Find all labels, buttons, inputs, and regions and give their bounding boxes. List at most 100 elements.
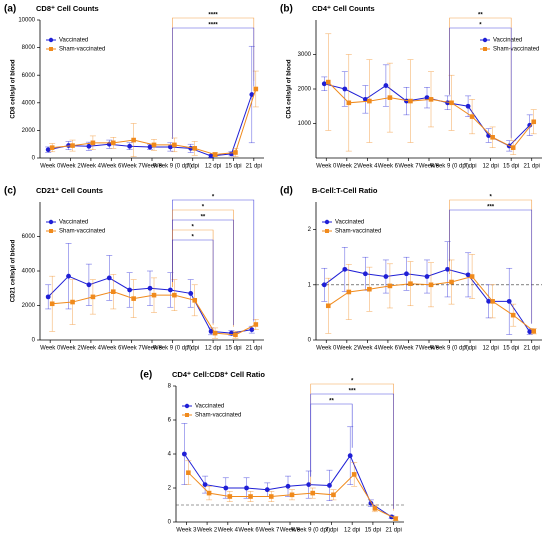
data-point xyxy=(223,485,229,491)
x-tick-label: 12 dpi xyxy=(205,164,221,170)
data-point xyxy=(490,299,495,304)
x-tick-label: 12 dpi xyxy=(344,528,360,534)
x-tick-label: Week 8 xyxy=(280,528,301,534)
data-point xyxy=(387,283,393,289)
y-axis-label: CD4 cells/µl of blood xyxy=(287,59,293,118)
panel-label: (e) xyxy=(140,370,152,381)
data-point xyxy=(424,95,430,101)
data-point xyxy=(167,144,173,150)
data-point xyxy=(249,92,255,97)
legend-label: Sham-vaccinated xyxy=(59,47,105,53)
data-point xyxy=(167,287,173,293)
x-tick-label: Week 4 xyxy=(81,164,102,170)
significance-bracket xyxy=(172,239,214,324)
x-tick-label: Week 9 (0 dpi) xyxy=(153,346,192,352)
y-tick-label: 2000 xyxy=(298,87,312,93)
x-tick-label: Week 8 xyxy=(142,346,163,352)
chart-title: CD21⁺ Cell Counts xyxy=(36,186,103,195)
data-point xyxy=(408,281,413,286)
x-tick-label: Week 9 (0 dpi) xyxy=(291,528,330,534)
significance-label: ** xyxy=(478,13,483,19)
x-tick-label: Week 7 xyxy=(398,164,419,170)
data-point xyxy=(172,292,177,298)
x-tick-label: Week 9 (0 dpi) xyxy=(430,346,469,352)
significance-bracket xyxy=(449,27,512,138)
data-point xyxy=(70,299,75,305)
y-tick-label: 0 xyxy=(168,520,172,526)
y-tick-label: 4000 xyxy=(22,100,36,106)
x-tick-label: Week 6 xyxy=(238,528,259,534)
data-point xyxy=(486,298,492,304)
data-point xyxy=(172,142,177,148)
data-point xyxy=(428,282,434,288)
data-point xyxy=(253,86,259,92)
data-point xyxy=(181,451,187,457)
data-point xyxy=(346,100,352,106)
data-point xyxy=(186,470,191,475)
chart-panel: (b) CD4⁺ Cell Counts CD4 cells/µl of blood… xyxy=(280,4,542,170)
data-point xyxy=(244,485,249,491)
x-tick-label: 15 dpi xyxy=(225,346,241,352)
legend-label: Vaccinated xyxy=(195,404,224,410)
data-point xyxy=(531,119,537,125)
legend-label: Vaccinated xyxy=(493,38,522,44)
x-tick-label: Week 2 xyxy=(60,164,81,170)
data-point xyxy=(367,98,372,104)
x-tick-label: Week 7 xyxy=(398,346,419,352)
data-point xyxy=(387,95,393,100)
y-tick-label: 2000 xyxy=(22,303,36,309)
data-point xyxy=(367,286,372,292)
data-point xyxy=(285,483,291,489)
x-tick-label: 7 dpi xyxy=(464,346,477,352)
data-point xyxy=(404,271,409,277)
significance-label: * xyxy=(212,195,215,201)
data-point xyxy=(306,482,312,487)
data-point xyxy=(208,328,214,334)
data-point xyxy=(331,492,336,498)
data-point xyxy=(147,144,153,150)
data-point xyxy=(70,143,75,148)
data-point xyxy=(393,516,398,521)
y-tick-label: 0 xyxy=(32,156,36,162)
data-point xyxy=(408,98,413,104)
chart-title: CD4⁺ Cell:CD8⁺ Cell Ratio xyxy=(172,370,265,379)
significance-label: * xyxy=(351,379,354,385)
data-point xyxy=(227,494,233,499)
x-tick-label: Week 9 (0 dpi) xyxy=(153,164,192,170)
significance-label: * xyxy=(489,195,492,201)
x-tick-label: Week 9 (0 dpi) xyxy=(430,164,469,170)
data-point xyxy=(510,312,516,318)
data-point xyxy=(212,330,218,336)
data-point xyxy=(127,287,133,293)
data-point xyxy=(49,145,55,150)
significance-bracket xyxy=(172,209,234,327)
legend-label: Sham-vaccinated xyxy=(195,413,241,419)
data-point xyxy=(289,492,295,498)
data-point xyxy=(490,135,495,140)
significance-bracket xyxy=(172,17,255,137)
legend-marker xyxy=(185,413,189,417)
data-point xyxy=(151,142,157,148)
data-point xyxy=(147,285,153,291)
data-point xyxy=(264,487,270,493)
legend-marker xyxy=(483,47,487,51)
chart-title: B-Cell:T-Cell Ratio xyxy=(312,186,378,195)
legend-label: Vaccinated xyxy=(59,38,88,44)
significance-bracket xyxy=(172,229,214,326)
x-tick-label: 7 dpi xyxy=(325,528,338,534)
x-tick-label: 21 dpi xyxy=(246,346,262,352)
x-tick-label: Week 2 xyxy=(337,346,358,352)
x-tick-label: Week 6 xyxy=(101,346,122,352)
x-tick-label: Week 2 xyxy=(197,528,218,534)
y-tick-label: 1000 xyxy=(298,121,312,127)
x-tick-label: Week 2 xyxy=(337,164,358,170)
data-point xyxy=(86,282,92,288)
data-point xyxy=(86,143,92,149)
data-point xyxy=(465,272,471,278)
data-point xyxy=(212,152,218,157)
data-point xyxy=(131,296,136,301)
significance-label: **** xyxy=(208,23,218,29)
x-tick-label: Week 8 xyxy=(419,164,440,170)
